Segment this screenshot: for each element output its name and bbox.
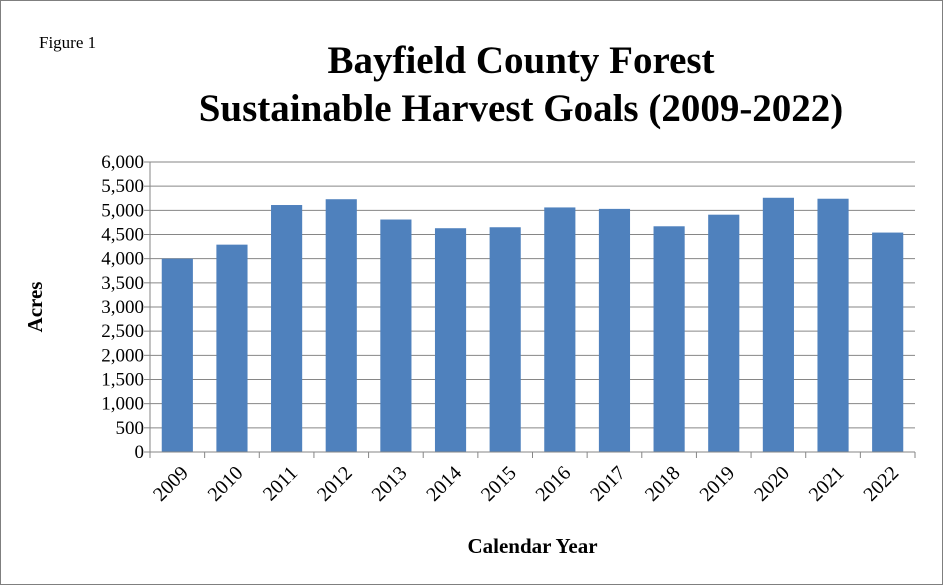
bar — [817, 198, 849, 452]
bar — [325, 199, 357, 452]
y-tick-label: 0 — [135, 442, 145, 463]
y-tick-label: 3,000 — [101, 297, 144, 318]
y-axis-title: Acres — [23, 282, 47, 333]
x-tick-label: 2014 — [422, 462, 466, 506]
bar — [216, 244, 248, 452]
y-tick-label: 500 — [116, 418, 145, 439]
bar — [708, 214, 740, 452]
x-tick-label: 2018 — [641, 462, 685, 506]
x-tick-label: 2016 — [532, 462, 576, 506]
y-tick-label: 1,500 — [101, 370, 144, 391]
x-axis-title: Calendar Year — [467, 534, 597, 558]
y-tick-label: 5,000 — [101, 200, 144, 221]
x-tick-label: 2019 — [695, 462, 739, 506]
bar — [762, 197, 794, 452]
x-tick-label: 2020 — [750, 462, 794, 506]
y-tick-label: 5,500 — [101, 176, 144, 197]
figure-label: Figure 1 — [39, 33, 97, 52]
x-tick-label: 2012 — [313, 462, 357, 506]
x-tick-label: 2022 — [859, 462, 903, 506]
bar — [872, 232, 904, 452]
bar — [489, 227, 521, 452]
y-tick-label: 4,500 — [101, 225, 144, 246]
bar — [380, 219, 412, 452]
bar — [544, 207, 576, 452]
y-tick-label: 2,500 — [101, 321, 144, 342]
bar — [653, 226, 685, 452]
x-tick-label: 2010 — [204, 462, 248, 506]
y-tick-label: 1,000 — [101, 394, 144, 415]
y-tick-label: 4,000 — [101, 249, 144, 270]
bar — [434, 228, 467, 452]
x-tick-label: 2021 — [805, 462, 849, 506]
x-tick-label: 2015 — [477, 462, 521, 506]
chart-title-line-1: Bayfield County Forest — [327, 39, 715, 82]
chart-title-line-2: Sustainable Harvest Goals (2009-2022) — [198, 87, 844, 130]
bar — [271, 205, 303, 452]
x-tick-label: 2017 — [586, 462, 630, 506]
bar — [598, 208, 631, 452]
x-tick-label: 2013 — [368, 462, 412, 506]
x-tick-label: 2009 — [149, 462, 193, 506]
y-tick-label: 2,000 — [101, 345, 144, 366]
chart-title: Bayfield County Forest Sustainable Harve… — [121, 37, 921, 133]
y-tick-label: 6,000 — [101, 152, 144, 173]
y-tick-label: 3,500 — [101, 273, 144, 294]
bar — [161, 258, 193, 452]
x-tick-label: 2011 — [259, 462, 302, 505]
